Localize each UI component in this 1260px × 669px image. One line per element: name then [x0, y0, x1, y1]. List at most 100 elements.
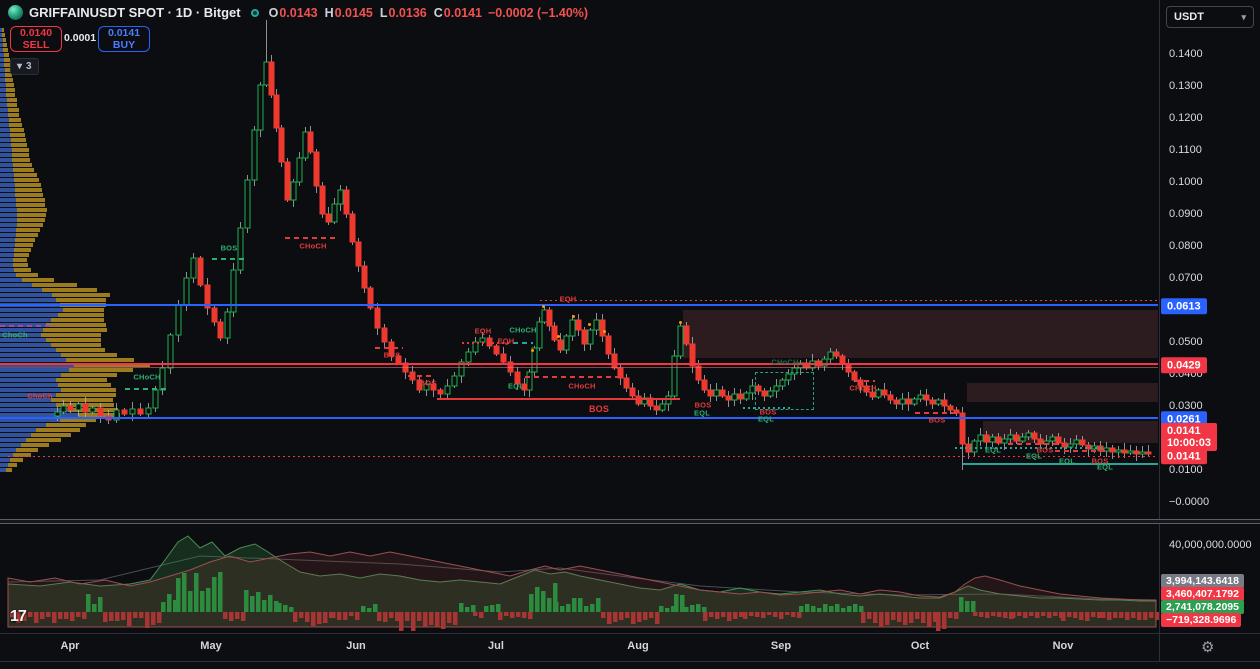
- profile-bar: [0, 273, 38, 277]
- chevron-down-icon: ▾: [1241, 11, 1246, 22]
- time-axis[interactable]: ⚙ Apr May Jun Jul Aug Sep Oct Nov: [0, 633, 1260, 662]
- price-level-line[interactable]: [0, 363, 1158, 365]
- supply-zone[interactable]: [683, 310, 1158, 358]
- swing-marker: [679, 321, 682, 324]
- profile-bar: [0, 388, 116, 392]
- profile-bar: [0, 268, 31, 272]
- profile-bar: [0, 213, 46, 217]
- structure-line[interactable]: [915, 412, 958, 414]
- profile-bar: [0, 88, 15, 92]
- profile-bar: [0, 43, 7, 47]
- price-level-line[interactable]: [0, 417, 1158, 419]
- structure-line[interactable]: [1008, 443, 1060, 445]
- profile-bar: [0, 243, 33, 247]
- price-level-line[interactable]: [0, 304, 1158, 306]
- price-axis[interactable]: USDT ▾ 0.1400 0.1300 0.1200 0.1100 0.1000 0.0…: [1159, 0, 1260, 520]
- profile-bar: [0, 78, 13, 82]
- currency-selector[interactable]: USDT ▾: [1166, 6, 1254, 28]
- structure-line[interactable]: [0, 325, 55, 327]
- profile-bar: [0, 38, 6, 42]
- volume-delta-series: [7, 535, 1159, 631]
- structure-label[interactable]: CHoCH: [133, 372, 161, 382]
- structure-label[interactable]: EQL: [1058, 456, 1076, 466]
- volume-delta-pane[interactable]: 17: [0, 524, 1159, 633]
- price-level-line[interactable]: [8, 455, 1158, 457]
- profile-bar: [0, 108, 19, 112]
- sell-button[interactable]: 0.0140 SELL: [10, 26, 62, 52]
- structure-line[interactable]: [462, 342, 512, 344]
- volume-value-badge: 2,741,078.2095: [1161, 600, 1244, 614]
- price-tick: 0.0500: [1169, 336, 1203, 348]
- structure-label[interactable]: BOS: [759, 407, 777, 417]
- structure-line[interactable]: [855, 380, 875, 382]
- buy-button[interactable]: 0.0141 BUY: [98, 26, 150, 52]
- profile-bar: [0, 28, 4, 32]
- structure-label[interactable]: EQH: [474, 326, 492, 336]
- volume-value-badge: 3,994,143.6418: [1161, 574, 1244, 588]
- structure-line[interactable]: [743, 407, 790, 409]
- structure-label[interactable]: ChoCh: [27, 391, 53, 401]
- profile-bar: [0, 53, 9, 57]
- price-level-line[interactable]: [540, 299, 1158, 301]
- price-tick: 0.0800: [1169, 240, 1203, 252]
- structure-label[interactable]: BOS: [694, 400, 712, 410]
- structure-line[interactable]: [955, 447, 1105, 449]
- structure-line[interactable]: [285, 237, 335, 239]
- structure-line[interactable]: [525, 376, 622, 378]
- structure-line[interactable]: [125, 388, 170, 390]
- structure-label[interactable]: CHoCH: [849, 383, 877, 393]
- pane-resize-handle[interactable]: [0, 519, 1260, 524]
- structure-line[interactable]: [212, 258, 248, 260]
- gear-icon[interactable]: ⚙: [1201, 639, 1215, 656]
- structure-label[interactable]: BOS: [383, 350, 401, 360]
- structure-label[interactable]: BOS: [928, 415, 946, 425]
- volume-scale-label: 40,000,000.0000: [1169, 539, 1252, 551]
- structure-line[interactable]: [1055, 450, 1105, 452]
- structure-label[interactable]: CHoCH: [771, 357, 799, 367]
- month-label: Jul: [488, 640, 504, 652]
- symbol-logo-icon: [8, 5, 23, 20]
- chart-pane[interactable]: BOS CHoCH BOS BOS EQH CHoCH EQH EQH EQL CHoCH BOS B…: [0, 0, 1159, 520]
- month-label: Nov: [1052, 640, 1074, 652]
- structure-label[interactable]: BOS: [220, 243, 238, 253]
- structure-label[interactable]: BOS: [1091, 456, 1109, 466]
- structure-line[interactable]: [408, 375, 433, 377]
- structure-label[interactable]: EQL: [1025, 451, 1043, 461]
- price-level-line[interactable]: [963, 463, 1158, 465]
- structure-label[interactable]: EQH: [497, 336, 515, 346]
- tradingview-logo[interactable]: 17: [10, 608, 27, 625]
- structure-label[interactable]: CHoCH: [509, 325, 537, 335]
- structure-label[interactable]: BOS: [1036, 445, 1054, 455]
- profile-bar: [0, 93, 15, 97]
- structure-label[interactable]: EQL: [1096, 462, 1114, 472]
- structure-line[interactable]: [513, 342, 533, 344]
- change-value: −0.0002 (−1.40%): [488, 5, 589, 20]
- structure-line[interactable]: [375, 347, 403, 349]
- profile-bar: [0, 288, 97, 292]
- price-level-line[interactable]: [0, 366, 1158, 368]
- structure-label[interactable]: EQL: [984, 445, 1002, 455]
- structure-label[interactable]: EQH: [559, 294, 577, 304]
- symbol-title[interactable]: GRIFFAINUSDT SPOT · 1D · Bitget: [29, 5, 241, 20]
- structure-label[interactable]: BOS: [588, 404, 610, 414]
- structure-box[interactable]: [755, 372, 814, 410]
- spread-value: 0.0001: [64, 32, 97, 44]
- structure-label[interactable]: CHoCH: [568, 381, 596, 391]
- profile-bar: [0, 153, 29, 157]
- structure-label[interactable]: ChoCh: [2, 330, 28, 340]
- structure-label[interactable]: EQL: [693, 408, 711, 418]
- structure-label[interactable]: CHoCH: [299, 241, 327, 251]
- price-tick: 0.1000: [1169, 176, 1203, 188]
- profile-bar: [0, 353, 117, 357]
- structure-label[interactable]: EQL: [507, 381, 525, 391]
- collapsed-indicators-chip[interactable]: ▾ 3: [10, 58, 39, 75]
- supply-zone[interactable]: [967, 383, 1158, 402]
- structure-label[interactable]: EQL: [757, 414, 775, 424]
- profile-bar: [0, 458, 23, 462]
- profile-bar: [0, 263, 28, 267]
- profile-bar: [0, 383, 111, 387]
- structure-line[interactable]: [437, 398, 680, 400]
- profile-bar: [0, 58, 10, 62]
- structure-label[interactable]: BOS: [419, 378, 437, 388]
- volume-axis[interactable]: 40,000,000.0000 3,994,143.6418 3,460,407.…: [1159, 524, 1260, 633]
